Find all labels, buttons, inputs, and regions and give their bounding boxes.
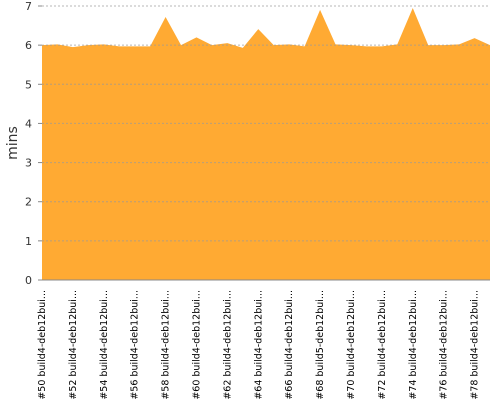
y-tick-label: 2 (25, 196, 32, 209)
x-tick-label: #78 build4-deb12bui... (470, 290, 481, 400)
x-tick-label: #60 build4-deb12bui... (191, 290, 202, 400)
area (42, 7, 490, 280)
y-axis-label: mins (5, 126, 21, 160)
x-tick-label: #66 build4-deb12bui... (284, 290, 295, 400)
y-tick-label: 1 (25, 235, 32, 248)
y-tick-label: 0 (25, 274, 32, 287)
x-tick-label: #72 build4-deb12bui... (377, 290, 388, 400)
x-tick-label: #68 build5-deb12bui... (315, 290, 326, 400)
x-tick-label: #74 build4-deb12bui... (408, 290, 419, 400)
y-tick-label: 6 (25, 39, 32, 52)
x-tick-label: #64 build4-deb12bui... (253, 290, 264, 400)
x-tick-label: #54 build4-deb12bui... (99, 290, 110, 400)
x-tick-label: #70 build4-deb12bui... (346, 290, 357, 400)
x-tick-label: #58 build4-deb12bui... (161, 290, 172, 400)
y-tick-label: 7 (25, 0, 32, 13)
x-tick-label: #56 build4-deb12bui... (130, 290, 141, 400)
x-tick-label: #76 build4-deb12bui... (439, 290, 450, 400)
x-tick-label: #50 build4-deb12bui... (37, 290, 48, 400)
x-tick-label: #52 build4-deb12bui... (68, 290, 79, 400)
y-tick-label: 3 (25, 157, 32, 170)
y-tick-label: 4 (25, 117, 32, 130)
y-tick-label: 5 (25, 78, 32, 91)
x-tick-label: #62 build4-deb12bui... (222, 290, 233, 400)
